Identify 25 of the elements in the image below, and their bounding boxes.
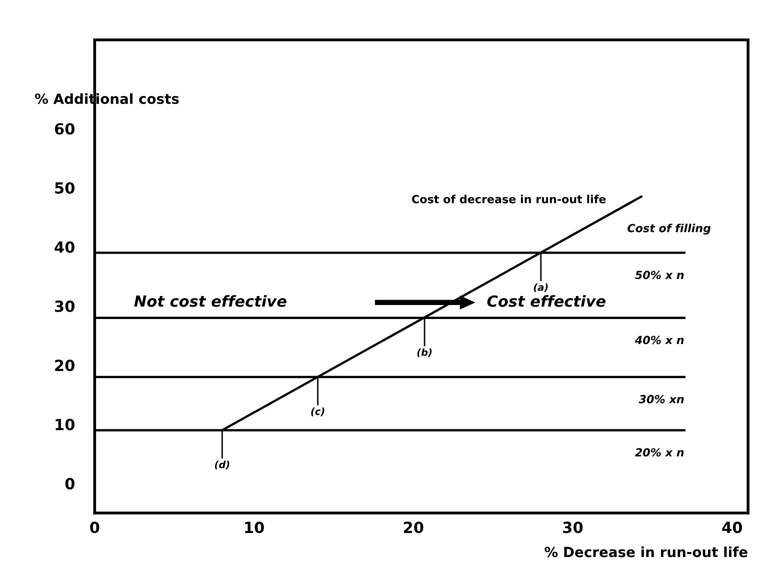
- y-tick-label: 0: [65, 478, 74, 490]
- annotation: Not cost effective: [134, 295, 286, 307]
- y-tick-label: 60: [54, 123, 74, 135]
- x-tick-label: 20: [404, 522, 424, 534]
- series-label: 50% x n: [635, 270, 684, 280]
- y-tick-label: 50: [55, 182, 74, 194]
- x-tick-label: 10: [245, 522, 264, 534]
- x-axis-title: % Decrease in run-out life: [544, 546, 748, 558]
- annotation: Cost of filling: [628, 224, 711, 235]
- annotation: (d): [214, 460, 230, 470]
- series-label: 30% xn: [638, 394, 684, 404]
- series-label: 40% x n: [634, 336, 684, 344]
- annotation: (a): [534, 283, 548, 292]
- y-tick-label: 10: [56, 418, 74, 430]
- x-tick-label: 0: [90, 522, 100, 534]
- annotation: (c): [311, 408, 324, 416]
- x-tick-label: 40: [722, 522, 742, 534]
- y-tick-label: 40: [54, 241, 74, 253]
- series-label: 20% x n: [634, 448, 684, 457]
- series-label: Cost of decrease in run-out life: [412, 194, 606, 204]
- y-tick-label: 20: [55, 360, 74, 372]
- y-tick-label: 30: [54, 300, 74, 312]
- annotation: (b): [417, 348, 432, 358]
- x-tick-label: 30: [563, 522, 583, 534]
- annotation: Cost effective: [487, 295, 606, 307]
